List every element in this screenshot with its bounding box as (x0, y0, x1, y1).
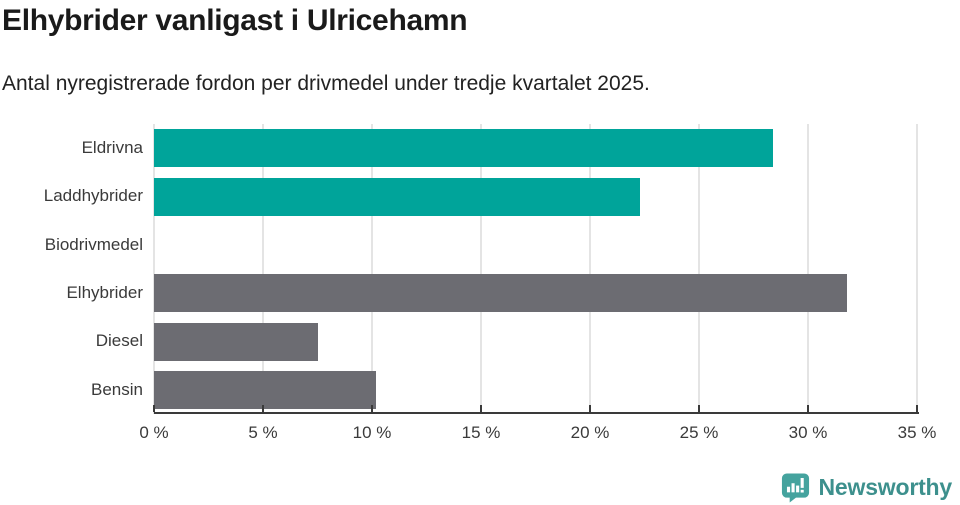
x-axis-tick (371, 405, 373, 412)
x-axis-tick-label: 10 % (352, 423, 392, 442)
bar-chart: Eldrivna Laddhybrider Biodrivmedel Elhybrid… (0, 124, 960, 414)
gridline (480, 124, 482, 414)
gridline (262, 124, 264, 414)
x-axis-tick (698, 405, 700, 412)
gridline (153, 124, 155, 414)
x-axis-tick-label: 25 % (679, 423, 719, 442)
x-axis-tick (153, 405, 155, 412)
category-label: Laddhybrider (43, 186, 143, 206)
gridline (589, 124, 591, 414)
x-axis-line (154, 412, 919, 414)
bar (154, 129, 774, 168)
x-axis-tick-label: 15 % (461, 423, 501, 442)
x-axis-tick (807, 405, 809, 412)
plot-area (153, 124, 918, 414)
x-axis-tick-label: 20 % (570, 423, 610, 442)
category-label: Biodrivmedel (44, 234, 143, 254)
x-axis-tick (480, 405, 482, 412)
category-label: Diesel (95, 331, 143, 351)
x-axis-tick-label: 5 % (248, 423, 278, 442)
x-axis-tick (589, 405, 591, 412)
bar (154, 274, 848, 313)
x-axis-tick-label: 0 % (139, 423, 169, 442)
bar (154, 177, 641, 216)
bar (154, 322, 318, 361)
x-axis-tick-label: 30 % (788, 423, 828, 442)
newsworthy-wordmark: Newsworthy (818, 474, 953, 500)
chart-title: Elhybrider vanligast i Ulricehamn (2, 4, 468, 37)
category-label: Eldrivna (81, 138, 143, 158)
gridline (916, 124, 918, 414)
gridline (371, 124, 373, 414)
gridline (807, 124, 809, 414)
chart-subtitle: Antal nyregistrerade fordon per drivmede… (2, 72, 650, 95)
x-axis-tick (262, 405, 264, 412)
x-axis-tick (916, 405, 918, 412)
x-axis-tick-label: 35 % (897, 423, 937, 442)
category-label: Elhybrider (66, 283, 143, 303)
bar (154, 370, 377, 409)
newsworthy-chart-bubble-icon (781, 473, 809, 503)
y-axis-labels: Eldrivna Laddhybrider Biodrivmedel Elhybrid… (0, 124, 143, 414)
category-label: Bensin (91, 379, 143, 399)
newsworthy-brand: Newsworthy (780, 471, 952, 504)
gridline (698, 124, 700, 414)
